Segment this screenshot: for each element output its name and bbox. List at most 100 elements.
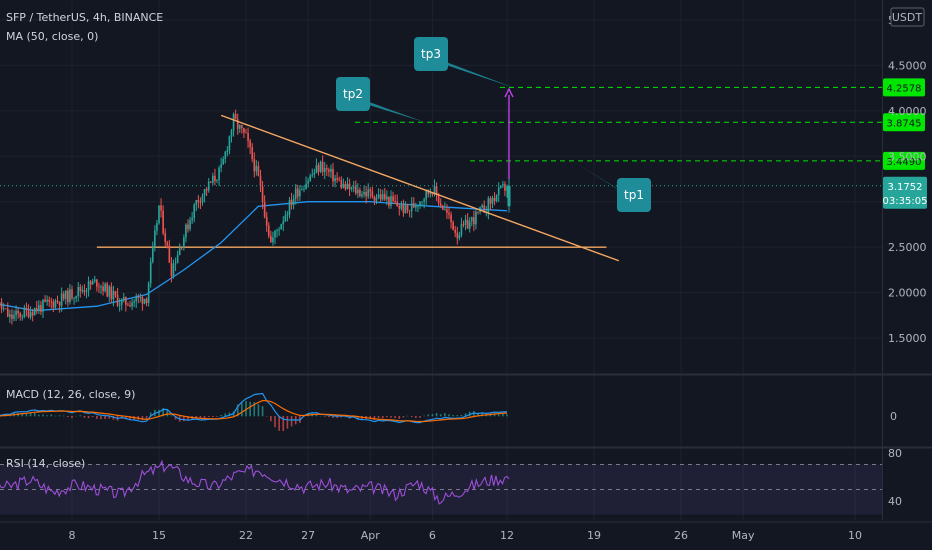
candle-body <box>102 286 104 292</box>
price-tick-7: 1.5000 <box>888 332 927 345</box>
resistance-trendline[interactable] <box>220 114 620 262</box>
candle-body <box>178 247 181 256</box>
macd-histogram-bar <box>50 414 53 417</box>
candle-body <box>232 114 235 131</box>
candle-body <box>301 189 303 191</box>
macd-histogram-bar <box>323 416 326 417</box>
candle-body <box>0 301 3 309</box>
candle-body <box>9 314 11 317</box>
rsi-pane <box>0 459 882 515</box>
candle-body <box>19 313 22 318</box>
macd-histogram-bar <box>145 416 148 419</box>
candle-body <box>205 189 208 191</box>
x-tick-3: 27 <box>301 529 315 542</box>
callout-label-tp2: tp2 <box>343 87 363 101</box>
macd-histogram-bar <box>406 415 409 417</box>
candle-body <box>448 212 450 215</box>
candle-body <box>319 161 322 172</box>
macd-histogram-bar <box>473 411 475 417</box>
macd-histogram-bar <box>506 414 508 417</box>
macd-histogram-bar <box>502 413 504 417</box>
candle-body <box>114 291 117 295</box>
candle-body <box>321 161 324 173</box>
callout-box-tp1 <box>617 178 651 212</box>
callout-pointer-tp2 <box>347 94 425 123</box>
candle-body <box>183 237 185 248</box>
macd-line <box>0 392 508 424</box>
candle-body <box>247 133 249 141</box>
candle-body <box>67 290 69 303</box>
candle-body <box>388 196 390 206</box>
macd-histogram-bar <box>58 415 61 417</box>
candle-body <box>506 186 508 191</box>
candle-body <box>46 299 48 302</box>
macd-histogram-bar <box>249 401 251 417</box>
macd-histogram-bar <box>373 416 376 421</box>
candle-body <box>44 299 46 302</box>
target-price-tag-tp1 <box>883 151 925 170</box>
candle-body <box>400 204 403 209</box>
macd-histogram-bar <box>257 404 260 417</box>
candle-body <box>481 205 483 208</box>
candle-body <box>187 224 189 230</box>
candle-body <box>228 136 231 151</box>
candle-body <box>243 128 245 133</box>
callout-label-tp3: tp3 <box>421 47 441 61</box>
macd-histogram-bar <box>361 416 363 420</box>
candle-body <box>284 215 287 222</box>
candlesticks <box>0 109 511 325</box>
candle-body <box>330 168 332 172</box>
candle-body <box>493 197 496 201</box>
candle-body <box>174 263 177 265</box>
candle-body <box>249 140 251 148</box>
candle-body <box>75 296 77 298</box>
grid <box>0 0 932 520</box>
candle-body <box>93 279 96 282</box>
candle-body <box>398 206 401 209</box>
candle-body <box>58 301 61 306</box>
rsi-tick-40: 40 <box>888 495 902 508</box>
candle-body <box>222 158 225 165</box>
candle-body <box>112 291 115 300</box>
target-price-tag-tp3 <box>883 78 925 97</box>
resistance-line <box>220 114 620 262</box>
price-tick-3: 3.5000 <box>888 150 927 163</box>
macd-histogram-bar <box>377 416 380 418</box>
macd-histogram-bar <box>46 415 48 417</box>
candle-body <box>245 132 247 134</box>
macd-histogram-bar <box>199 416 202 419</box>
candle-body <box>342 184 345 188</box>
candle-body <box>176 255 179 264</box>
macd-histogram-bar <box>315 413 318 417</box>
candle-body <box>274 230 276 238</box>
macd-histogram-bar <box>336 416 338 418</box>
callout-label-tp1: tp1 <box>624 188 644 202</box>
macd-histogram-bar <box>170 415 173 417</box>
macd-histogram-bar <box>398 416 401 419</box>
candle-body <box>180 247 183 249</box>
candle-body <box>133 301 135 303</box>
candle-body <box>141 297 144 304</box>
candle-body <box>143 298 146 304</box>
candle-body <box>460 223 463 236</box>
macd-histogram-bar <box>166 409 169 417</box>
candle-body <box>241 125 243 129</box>
candle-body <box>499 185 502 188</box>
macd-histogram-bar <box>290 416 293 427</box>
macd-histogram-bar <box>394 416 396 418</box>
currency-badge[interactable] <box>890 7 925 27</box>
target-lines[interactable]: 3.4490 3.8745 4.2578 <box>355 78 925 179</box>
candle-body <box>502 184 504 186</box>
candle-body <box>454 229 457 233</box>
candle-body <box>15 310 17 316</box>
candle-body <box>491 197 494 204</box>
macd-histogram-bar <box>390 416 392 418</box>
candle-body <box>446 209 448 213</box>
macd-histogram-bar <box>79 415 82 417</box>
projection-arrow-head <box>504 87 514 98</box>
candle-body <box>307 180 309 184</box>
macd-histogram-bar <box>220 415 222 417</box>
target-callouts[interactable]: tp1 tp2 tp3 <box>336 37 651 212</box>
candle-body <box>507 185 511 207</box>
